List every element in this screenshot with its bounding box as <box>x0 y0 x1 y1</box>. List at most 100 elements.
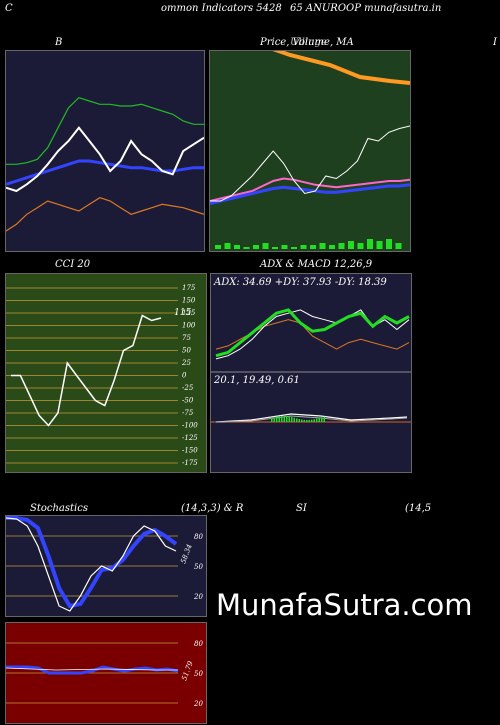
bollinger-chart <box>6 97 204 232</box>
macd-hist-bar <box>306 419 308 422</box>
macd-hist-bar <box>278 416 280 422</box>
cci-line <box>11 314 162 427</box>
price-long-ma-line <box>272 51 410 85</box>
header-center: ommon Indicators 5428 <box>161 3 282 14</box>
macd-hist-bar <box>291 417 293 422</box>
macd-hist-bar <box>276 416 278 422</box>
macd-stats: 20.1, 19.49, 0.61 <box>214 375 300 386</box>
cci-tick-label: -125 <box>182 434 198 442</box>
macd-hist-bar <box>286 416 288 422</box>
volume-bar <box>234 245 240 249</box>
macd-hist-bar <box>316 418 318 422</box>
stoch-panel: 80 50 20 58.34 <box>5 515 207 617</box>
stoch-value-label: 58.34 <box>179 543 193 565</box>
cci-title: CCI 20 <box>55 259 91 270</box>
cci-tick-label: -75 <box>182 409 194 417</box>
rsi-tick-label: 80 <box>194 640 203 648</box>
volume-bar <box>310 245 316 249</box>
macd-hist-bar <box>273 417 275 422</box>
rsi-chart: 80 50 20 51.79 <box>6 640 203 708</box>
macd-line <box>215 413 408 423</box>
volume-bar <box>395 243 402 249</box>
bb-title: B <box>55 37 63 48</box>
stoch-title-left: Stochastics <box>30 503 88 514</box>
volume-bar <box>319 243 326 249</box>
cci-tick-label: -150 <box>182 447 198 455</box>
cci-tick-label: 100 <box>182 322 196 330</box>
cci-tick-label: 50 <box>182 347 191 355</box>
macd-hist-bar <box>271 418 273 422</box>
volume-bar <box>357 243 364 249</box>
cci-tick-label: 25 <box>181 359 191 367</box>
cci-tick-label: -50 <box>182 397 194 405</box>
macd-hist-bar <box>323 416 325 422</box>
cci-tick-label: 150 <box>182 297 196 305</box>
macd-hist-bar <box>296 418 298 422</box>
stochastics-chart: 80 50 20 58.34 <box>6 516 203 612</box>
adx-macd-chart <box>211 308 411 423</box>
header-right: 65 ANUROOP munafasutra.in <box>290 3 442 14</box>
volume-bar <box>281 245 288 249</box>
price-overlap-title: Ullinge <box>290 37 327 48</box>
cci-panel: 175 150 125 100 75 50 25 0 -25 -50 -75 -100 -125 -150… <box>5 273 207 473</box>
rsi-panel: 80 50 20 51.79 <box>5 622 207 724</box>
cci-chart: 175 150 125 100 75 50 25 0 -25 -50 -75 -100 -125 -150… <box>6 284 198 467</box>
volume-bar <box>243 247 250 249</box>
stoch-d-line <box>6 516 178 609</box>
volume-bar <box>215 245 221 249</box>
cci-tick-label: -175 <box>182 459 198 467</box>
stoch-tick-label: 80 <box>194 533 203 541</box>
volume-bar <box>367 239 373 249</box>
adx-panel: ADX: 34.69 +DY: 37.93 -DY: 18.39 20.1, 1… <box>210 273 412 473</box>
macd-hist-bar <box>303 419 305 422</box>
price-title: Price, Volume, MA <box>260 37 354 48</box>
volume-bar <box>338 243 345 249</box>
price-right-clip: I <box>493 37 497 48</box>
adx-line <box>215 308 410 358</box>
adx-stats: ADX: 34.69 +DY: 37.93 -DY: 18.39 <box>214 277 387 288</box>
header-left: C <box>5 3 13 14</box>
macd-hist-bar <box>301 419 303 422</box>
stoch-title-mid: (14,3,3) & R <box>181 503 244 514</box>
cci-tick-label: -100 <box>182 422 198 430</box>
macd-hist-bar <box>283 416 285 422</box>
rsi-value-label: 51.79 <box>180 660 195 682</box>
macd-hist-bar <box>321 417 323 422</box>
rsi-line <box>6 665 179 675</box>
volume-bar <box>224 243 231 249</box>
cci-tick-label: 75 <box>182 334 191 342</box>
adx-title: ADX & MACD 12,26,9 <box>260 259 373 270</box>
price-line <box>210 125 410 202</box>
volume-bar <box>272 247 278 249</box>
cci-tick-label: 0 <box>182 372 187 380</box>
macd-hist-bar <box>298 419 300 422</box>
bollinger-price-line <box>6 126 204 193</box>
cci-tick-label: -25 <box>182 384 194 392</box>
stoch-tick-label: 50 <box>194 563 203 571</box>
macd-hist-bar <box>293 417 295 422</box>
volume-bar <box>348 241 354 249</box>
macd-hist-bar <box>281 416 283 422</box>
stoch-k-line <box>6 517 177 612</box>
price-panel <box>209 50 411 252</box>
rsi-tick-label: 50 <box>194 670 203 678</box>
volume-bar <box>253 245 259 249</box>
volume-bar <box>300 245 307 249</box>
bollinger-lower-line <box>6 197 204 232</box>
volume-bar <box>376 241 383 249</box>
rsi-title: SI <box>296 503 307 514</box>
macd-hist-bar <box>308 419 310 422</box>
adx-plus-dy-line <box>215 309 410 360</box>
cci-value-label: 115 <box>174 308 191 318</box>
price-chart <box>210 51 410 249</box>
bollinger-upper-line <box>6 97 204 165</box>
volume-bar <box>386 239 392 249</box>
bollinger-panel <box>5 50 205 252</box>
macd-hist-bar <box>311 419 313 422</box>
price-ma-pink-line <box>210 177 410 202</box>
rsi-tick-label: 20 <box>193 700 203 708</box>
price-ma-blue-line <box>210 183 410 205</box>
volume-bar <box>329 245 335 249</box>
volume-bar <box>262 243 269 249</box>
stoch-tick-label: 20 <box>193 593 203 601</box>
